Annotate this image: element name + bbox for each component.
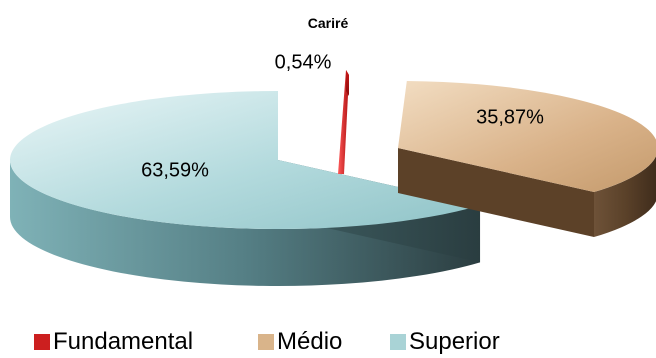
legend-label: Superior [409, 328, 500, 355]
legend-swatch [34, 334, 50, 350]
pie-slice-medio [398, 81, 656, 193]
data-label-fundamental: 0,54% [275, 51, 332, 73]
pie-slice-superior [9, 91, 481, 229]
legend-item-fundamental: Fundamental [34, 326, 193, 358]
legend-item-superior: Superior [390, 326, 500, 358]
legend-label: Médio [277, 328, 343, 355]
pie-side-medio [593, 156, 656, 238]
data-label-superior: 63,59% [141, 159, 209, 181]
data-label-medio: 35,87% [476, 106, 544, 128]
legend-label: Fundamental [53, 328, 194, 355]
legend-swatch [390, 334, 406, 350]
chart-legend: Fundamental Médio Superior [0, 326, 656, 358]
pie-wall-medio [398, 148, 594, 238]
legend-swatch [258, 334, 274, 350]
chart-title: Cariré [307, 15, 349, 31]
pie-side-superior [10, 160, 481, 286]
pie-side-fundamental [346, 70, 349, 96]
pie-slice-fundamental [338, 70, 349, 174]
pie-chart: 0,54% 35,87% 63,59% [9, 51, 656, 286]
legend-item-medio: Médio [258, 326, 342, 358]
